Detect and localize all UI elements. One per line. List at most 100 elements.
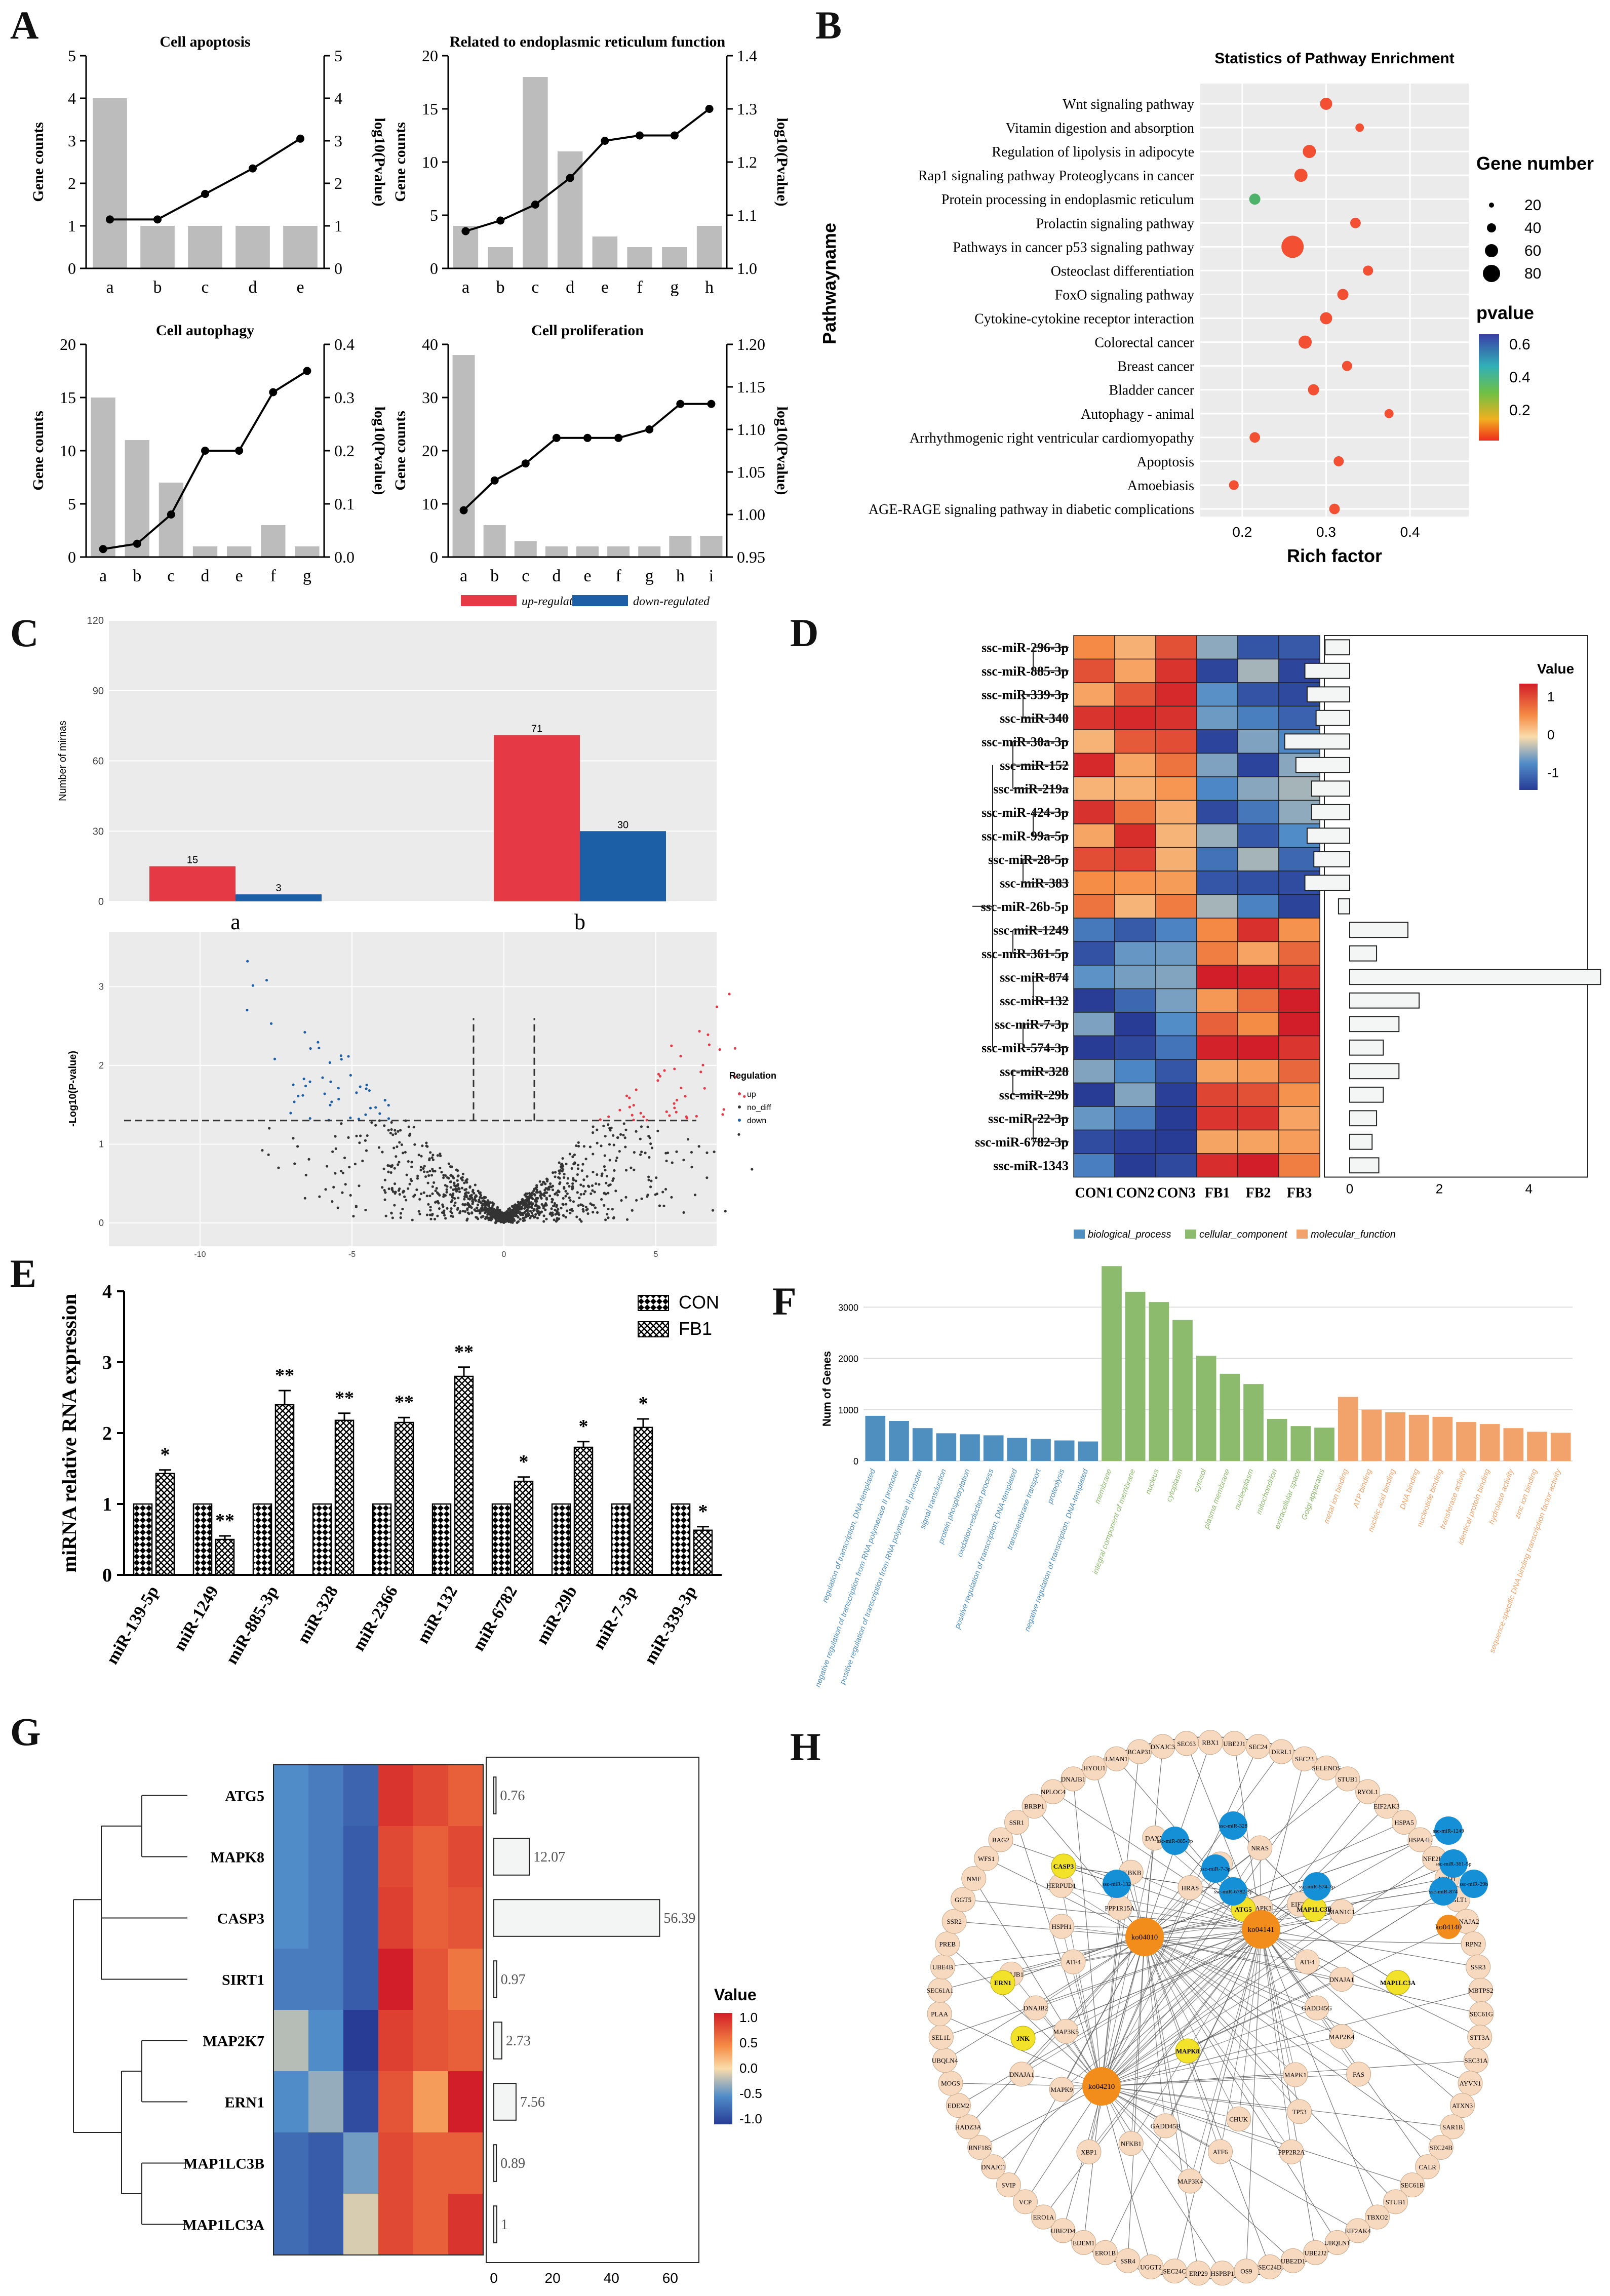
volcano-point	[601, 1172, 604, 1175]
y-tick-label: 0	[99, 1218, 104, 1228]
edge	[1144, 1936, 1441, 2148]
row-label: MAPK8	[210, 1849, 264, 1866]
volcano-point	[399, 1212, 403, 1215]
heatmap-cell	[1114, 1129, 1156, 1154]
volcano-point	[550, 1207, 553, 1210]
gene-node-label: UBE4B	[932, 1963, 954, 1971]
size-legend-dot	[1489, 203, 1494, 208]
edge	[1101, 2086, 1292, 2152]
y-tick-label: 90	[93, 686, 104, 697]
chart-title: Cell autophagy	[156, 322, 254, 339]
volcano-point	[492, 1203, 495, 1206]
y-axis-label: Num of Genes	[820, 1351, 833, 1427]
volcano-point	[551, 1201, 554, 1204]
volcano-point	[359, 1134, 362, 1137]
x-tick-label: e	[583, 567, 591, 585]
edge	[1187, 1891, 1444, 2051]
volcano-point	[582, 1145, 585, 1148]
heatmap-cell	[1114, 847, 1156, 872]
gene-node-label: MAPK1	[1284, 2071, 1307, 2079]
volcano-point	[491, 1215, 494, 1218]
line-point	[583, 433, 592, 442]
y-tick-label: 4	[102, 1281, 112, 1302]
heatmap-cell	[1155, 894, 1197, 919]
volcano-point	[349, 1074, 352, 1077]
volcano-point	[419, 1166, 422, 1169]
y-tick-label: 1	[68, 217, 76, 235]
gene-node-label: BAG2	[992, 1836, 1009, 1844]
volcano-point	[623, 1136, 626, 1139]
volcano-point	[551, 1184, 555, 1187]
volcano-point	[733, 1076, 736, 1079]
heatmap-cell	[1196, 682, 1238, 707]
gene-node	[1294, 1949, 1320, 1974]
volcano-point	[436, 1214, 439, 1217]
volcano-point	[542, 1194, 545, 1197]
go-bar	[1408, 1414, 1429, 1461]
bar-down-regulated	[580, 831, 666, 901]
gene-node	[1415, 2154, 1440, 2180]
volcano-point	[526, 1195, 529, 1199]
edge	[1073, 1929, 1262, 1962]
legend-title: Regulation	[729, 1071, 776, 1081]
volcano-point	[355, 1134, 358, 1137]
volcano-point	[572, 1177, 575, 1180]
volcano-point	[478, 1209, 481, 1212]
bar	[226, 546, 252, 557]
line-point	[521, 459, 530, 468]
volcano-point	[576, 1164, 580, 1167]
volcano-point	[463, 1195, 466, 1198]
key-gene-node	[1051, 1853, 1076, 1879]
y-tick-label: 1	[99, 1139, 104, 1149]
volcano-point	[429, 1206, 432, 1209]
volcano-point	[450, 1211, 454, 1215]
heatmap-cell	[1196, 988, 1238, 1013]
edge	[1023, 1863, 1454, 2039]
legend-label-fb1: FB1	[679, 1318, 712, 1339]
volcano-point	[394, 1132, 397, 1135]
gene-node	[1450, 2093, 1475, 2118]
heatmap-cell	[1196, 1035, 1238, 1060]
gene-node-label: MAP3K5	[1053, 2028, 1079, 2035]
gene-node-label: SEC24C	[1163, 2268, 1186, 2275]
pathway-hub-label: ko04210	[1088, 2083, 1115, 2091]
heatmap-cell	[1155, 1059, 1197, 1084]
volcano-point	[428, 1194, 431, 1198]
volcano-point	[594, 1206, 597, 1209]
gene-node	[956, 2114, 981, 2140]
volcano-point	[400, 1143, 403, 1146]
volcano-point	[509, 1209, 512, 1212]
volcano-point	[398, 1161, 401, 1164]
gene-node	[1226, 2106, 1251, 2131]
color-legend-bar	[1479, 334, 1499, 441]
edge	[1101, 1978, 1342, 2087]
gene-node-label: DNAJA1	[1009, 2071, 1034, 2078]
volcano-point	[523, 1207, 526, 1210]
heatmap-cell	[1196, 776, 1238, 801]
heatmap-cell	[1073, 823, 1115, 848]
go-term-label: cytoplasm	[1165, 1468, 1185, 1503]
volcano-point	[480, 1208, 483, 1211]
volcano-point	[459, 1210, 462, 1213]
heatmap-cell	[1278, 1012, 1320, 1037]
line-point	[153, 215, 162, 224]
line-point	[566, 174, 574, 182]
volcano-point	[420, 1192, 423, 1196]
volcano-point	[523, 1210, 527, 1214]
line-point	[496, 216, 505, 225]
volcano-point	[558, 1191, 561, 1194]
volcano-point	[569, 1199, 572, 1202]
go-bar	[960, 1434, 980, 1461]
y-tick-label: 120	[87, 615, 104, 626]
y2-tick-label: 0.95	[737, 548, 765, 566]
line-point	[201, 190, 209, 198]
key-gene-label: MAP1LC3B	[1297, 1906, 1332, 1913]
volcano-point	[542, 1214, 545, 1217]
edge	[1101, 2074, 1359, 2087]
gene-node-label: RBX1	[1202, 1739, 1219, 1747]
volcano-point	[463, 1198, 466, 1201]
y-tick-label: 1000	[838, 1405, 858, 1415]
fold-bar	[1306, 686, 1351, 703]
gene-node-label: HSPA5	[1394, 1818, 1414, 1826]
heatmap-cell	[1073, 705, 1115, 730]
